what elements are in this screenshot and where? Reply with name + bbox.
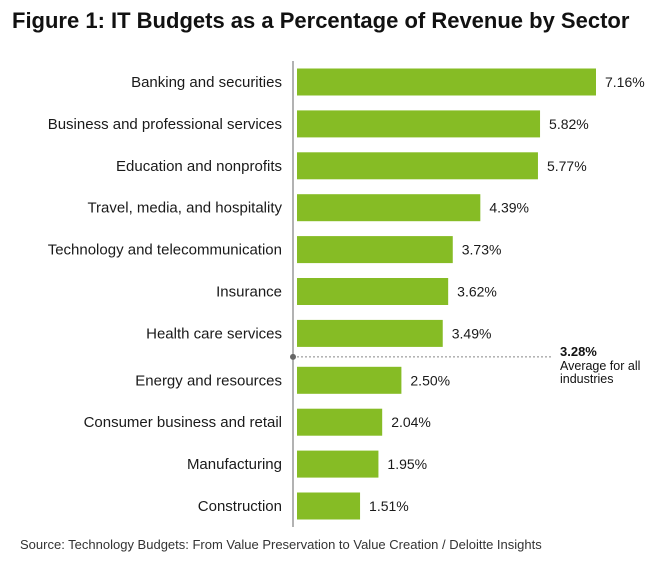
category-label: Education and nonprofits [116,158,282,175]
bar [297,110,541,138]
category-label: Insurance [216,284,282,301]
bar [297,492,361,520]
bar [297,152,538,180]
bar [297,366,402,394]
data-label: 1.95% [387,456,427,472]
data-label: 2.04% [391,414,431,430]
data-label: 5.77% [547,158,587,174]
category-label: Energy and resources [135,372,282,389]
category-label: Technology and telecommunication [48,242,282,259]
average-annotation: Average for all industries [560,359,641,386]
bar [297,236,453,264]
data-label: 5.82% [549,116,589,132]
bar [297,319,443,347]
data-label: 3.73% [462,242,502,258]
category-label: Construction [198,498,282,515]
data-label: 4.39% [489,200,529,216]
chart-title: Figure 1: IT Budgets as a Percentage of … [12,8,630,33]
average-marker-dot [290,353,296,360]
data-label: 3.62% [457,284,497,300]
bar [297,68,596,96]
category-label: Health care services [146,325,282,342]
category-label: Travel, media, and hospitality [87,200,282,217]
category-label: Consumer business and retail [84,414,282,431]
data-label: 3.49% [452,325,492,341]
data-label: 7.16% [605,74,645,90]
bar [297,278,449,305]
average-value-label: 3.28% [560,344,597,359]
bar [297,450,379,478]
data-label: 2.50% [410,372,450,388]
category-label: Business and professional services [48,116,282,133]
data-label: 1.51% [369,498,409,514]
bar [297,408,383,436]
bar [297,194,481,222]
category-label: Banking and securities [131,74,282,91]
source-note: Source: Technology Budgets: From Value P… [20,537,542,552]
category-label: Manufacturing [187,456,282,473]
